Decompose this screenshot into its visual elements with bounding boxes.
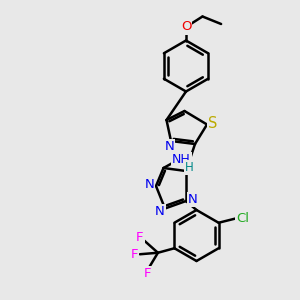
Text: S: S [208,116,217,130]
Text: NH: NH [172,152,191,166]
Text: F: F [144,267,151,280]
Text: N: N [188,193,197,206]
Text: F: F [136,231,144,244]
Text: Cl: Cl [236,212,249,225]
Text: N: N [155,205,164,218]
Text: N: N [145,178,154,191]
Text: H: H [184,161,194,174]
Text: N: N [165,140,174,153]
Text: O: O [181,20,191,34]
Text: F: F [131,248,138,261]
